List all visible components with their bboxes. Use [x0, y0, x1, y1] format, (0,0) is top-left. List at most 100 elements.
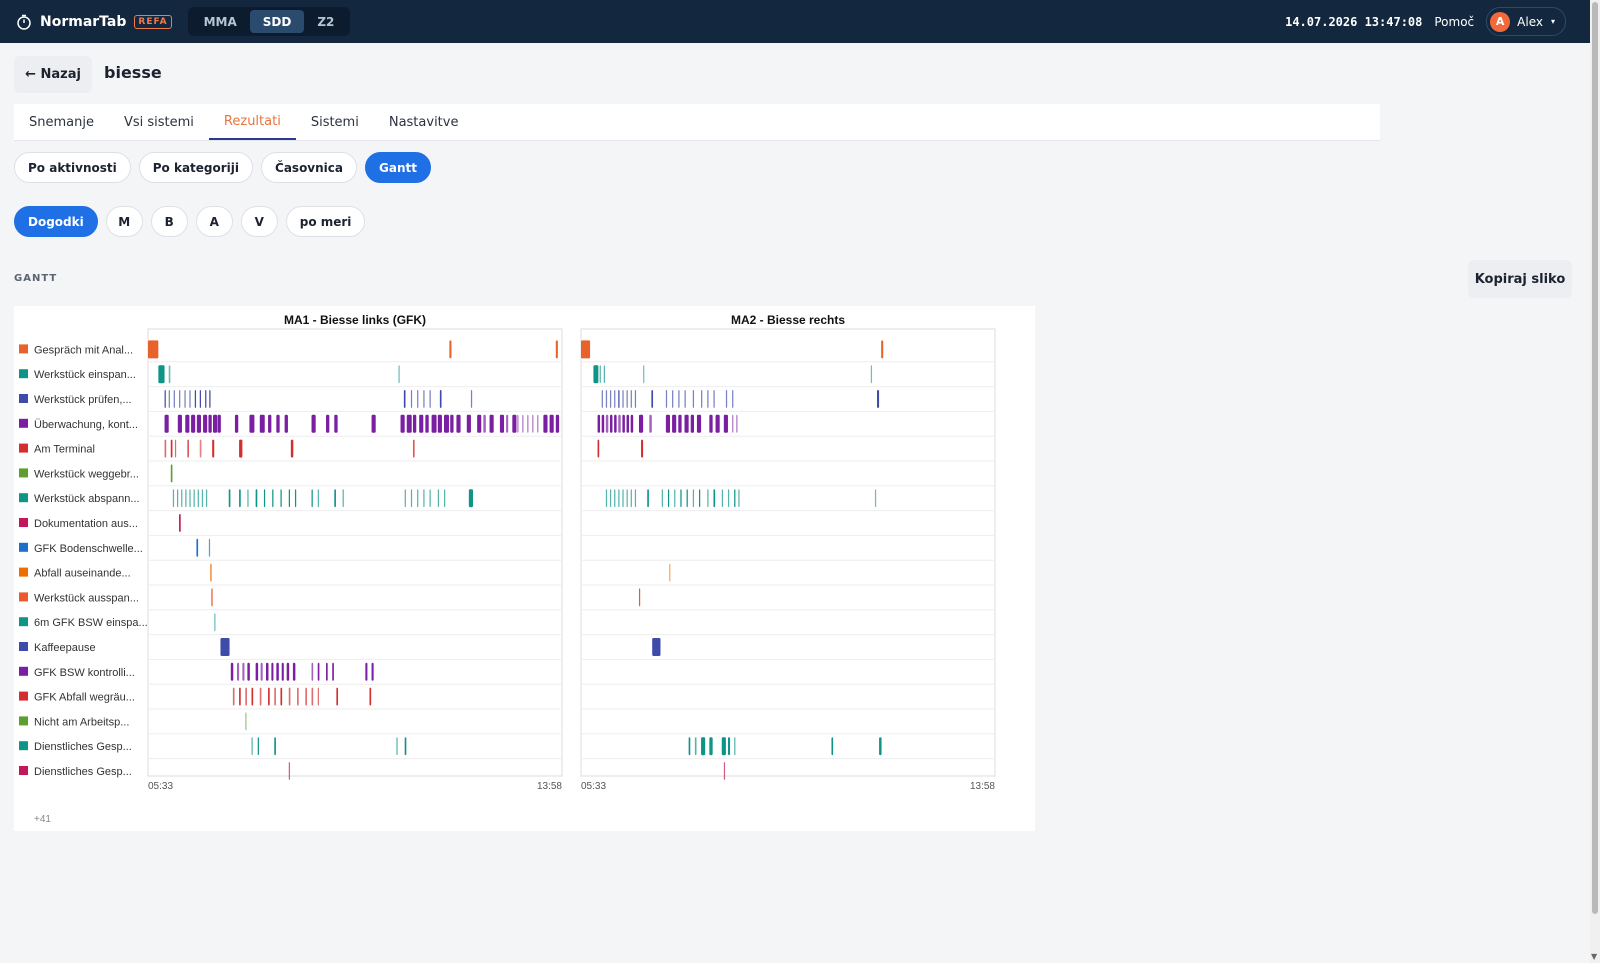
- gantt-bar: [257, 737, 259, 756]
- user-menu[interactable]: A Alex ▾: [1486, 7, 1566, 36]
- tab-bar: Snemanje Vsi sistemi Rezultati Sistemi Nasta…: [14, 104, 1380, 141]
- stopwatch-icon: [17, 14, 31, 30]
- gantt-bar: [614, 414, 617, 433]
- gantt-bar: [707, 489, 709, 508]
- gantt-bar: [292, 662, 296, 681]
- tab-rezultati[interactable]: Rezultati: [208, 104, 296, 140]
- gantt-bar: [618, 489, 620, 508]
- copy-image-button[interactable]: Kopiraj sliko: [1468, 260, 1572, 298]
- gantt-bar: [466, 414, 471, 433]
- legend-label: Werkstück einspan...: [34, 369, 136, 381]
- filter-m-button[interactable]: M: [105, 206, 143, 237]
- gantt-bar: [410, 390, 413, 408]
- gantt-bar: [709, 414, 713, 433]
- filter-po-meri-button[interactable]: po meri: [285, 206, 366, 237]
- mode-mma[interactable]: MMA: [203, 14, 237, 29]
- gantt-bar: [326, 662, 328, 681]
- legend-label: Dokumentation aus...: [34, 518, 138, 530]
- view-po-kategoriji-button[interactable]: Po kategoriji: [138, 152, 254, 183]
- legend-label: Gespräch mit Anal...: [34, 344, 133, 356]
- gantt-bar: [715, 414, 720, 433]
- legend-swatch: [19, 567, 28, 577]
- gantt-bar: [400, 414, 405, 433]
- gantt-bar: [297, 687, 299, 706]
- gantt-bar: [228, 489, 231, 508]
- gantt-bar: [284, 414, 288, 433]
- filter-a-button[interactable]: A: [195, 206, 233, 237]
- gantt-bar: [618, 390, 620, 408]
- gantt-bar: [239, 489, 241, 508]
- x-axis-end-label: 13:58: [537, 781, 562, 792]
- gantt-bar: [342, 489, 344, 508]
- legend-label: Werkstück weggebr...: [34, 468, 139, 480]
- brand[interactable]: NormarTab REFA: [16, 14, 172, 30]
- gantt-bar: [187, 439, 189, 458]
- gantt-bar: [622, 414, 625, 433]
- tab-nastavitve[interactable]: Nastavitve: [388, 114, 459, 130]
- gantt-bar: [456, 414, 461, 433]
- gantt-bar: [667, 489, 670, 508]
- gantt-bar: [199, 439, 202, 458]
- gantt-bar: [647, 489, 649, 508]
- vertical-scrollbar[interactable]: ▼: [1590, 0, 1600, 963]
- gantt-bar: [268, 687, 270, 706]
- gantt-bar: [406, 414, 412, 433]
- legend-label: GFK Bodenschwelle...: [34, 543, 143, 555]
- gantt-bar: [630, 414, 634, 433]
- help-link[interactable]: Pomoč: [1434, 14, 1475, 29]
- view-casovnica-button[interactable]: Časovnica: [261, 152, 357, 183]
- gantt-bar: [249, 414, 255, 433]
- gantt-bar: [727, 737, 731, 756]
- gantt-bar: [179, 390, 181, 408]
- gantt-bar: [232, 687, 235, 706]
- view-gantt-button[interactable]: Gantt: [365, 152, 431, 183]
- gantt-bar: [477, 414, 482, 433]
- gantt-bar: [665, 390, 668, 408]
- gantt-bar: [274, 687, 276, 706]
- gantt-bar: [609, 489, 612, 508]
- gantt-bar: [701, 390, 703, 408]
- gantt-bar: [638, 588, 641, 607]
- gantt-bar: [177, 414, 182, 433]
- tab-snemanje[interactable]: Snemanje: [29, 114, 94, 130]
- gantt-bar: [690, 414, 695, 433]
- gantt-bar: [217, 414, 221, 433]
- page-title: biesse: [104, 63, 162, 82]
- gantt-bar: [247, 489, 249, 508]
- filter-b-button[interactable]: B: [150, 206, 188, 237]
- legend-swatch: [19, 418, 28, 428]
- gantt-bar: [713, 390, 715, 408]
- gantt-bar: [311, 489, 313, 508]
- view-po-aktivnosti-button[interactable]: Po aktivnosti: [14, 152, 131, 183]
- gantt-bar: [412, 439, 415, 458]
- back-button[interactable]: ← Nazaj: [14, 56, 92, 93]
- gantt-bar: [680, 489, 682, 508]
- gantt-bar: [738, 489, 740, 508]
- gantt-bar: [532, 414, 534, 433]
- gantt-card: Gespräch mit Anal... Werkstück einspan...…: [14, 306, 1035, 831]
- gantt-bar: [601, 390, 603, 408]
- filter-dogodki-button[interactable]: Dogodki: [14, 206, 98, 237]
- legend-swatch: [19, 666, 28, 676]
- scroll-down-arrow-icon[interactable]: ▼: [1591, 952, 1598, 961]
- filter-v-button[interactable]: V: [240, 206, 278, 237]
- mode-sdd[interactable]: SDD: [249, 10, 305, 33]
- mode-z2[interactable]: Z2: [317, 14, 335, 29]
- x-axis-start-label: 05:33: [148, 781, 173, 792]
- gantt-bar: [626, 390, 628, 408]
- gantt-bar: [242, 662, 245, 681]
- gantt-bar: [684, 390, 686, 408]
- gantt-bar: [164, 439, 167, 458]
- gantt-bar: [201, 489, 204, 508]
- gantt-bar: [879, 737, 882, 756]
- gantt-bar: [649, 414, 652, 433]
- gantt-bar: [665, 414, 671, 433]
- gantt-bar: [626, 414, 630, 433]
- gantt-bar: [626, 489, 628, 508]
- tab-sistemi[interactable]: Sistemi: [310, 114, 359, 130]
- gantt-bar: [203, 414, 208, 433]
- gantt-bar: [684, 414, 689, 433]
- tab-vsi-sistemi[interactable]: Vsi sistemi: [123, 114, 194, 130]
- legend-swatch: [19, 691, 28, 701]
- scrollbar-thumb[interactable]: [1592, 2, 1598, 914]
